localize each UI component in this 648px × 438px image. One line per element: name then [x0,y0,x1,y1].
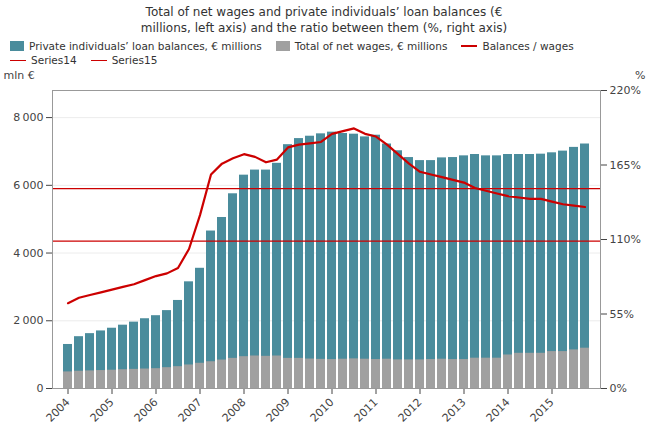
svg-text:0: 0 [37,382,44,395]
svg-text:2004: 2004 [44,396,73,425]
svg-text:4 000: 4 000 [13,247,43,260]
svg-text:mln €: mln € [4,70,35,83]
svg-text:2011: 2011 [352,396,381,425]
svg-text:2014: 2014 [484,396,513,425]
svg-text:2010: 2010 [308,396,337,425]
svg-text:2006: 2006 [132,396,161,425]
svg-text:%: % [635,70,645,83]
svg-text:2013: 2013 [440,396,469,425]
html-text:Private individuals’ loan bala: Private individuals’ loan balances, € mi… [29,40,262,53]
svg-text:2009: 2009 [264,396,293,425]
html-text:Balances / wages: Balances / wages [482,40,574,53]
svg-text:55%: 55% [610,308,634,321]
html-text:Total of net wages, € millions: Total of net wages, € millions [294,40,448,53]
html-text:Series14: Series14 [31,54,77,67]
svg-text:220%: 220% [610,84,641,97]
svg-text:2008: 2008 [220,396,249,425]
svg-text:0%: 0% [610,382,627,395]
svg-text:165%: 165% [610,159,641,172]
svg-text:2007: 2007 [176,396,205,425]
html-text:Total of net wages and private: Total of net wages and private individua… [140,5,508,36]
svg-text:6 000: 6 000 [13,179,43,192]
svg-text:8 000: 8 000 [13,111,43,124]
svg-text:2 000: 2 000 [13,315,43,328]
svg-text:2012: 2012 [396,396,425,425]
html-text:Series15: Series15 [111,54,158,67]
svg-text:110%: 110% [610,233,641,246]
svg-text:2015: 2015 [528,396,557,425]
svg-text:2005: 2005 [88,396,117,425]
